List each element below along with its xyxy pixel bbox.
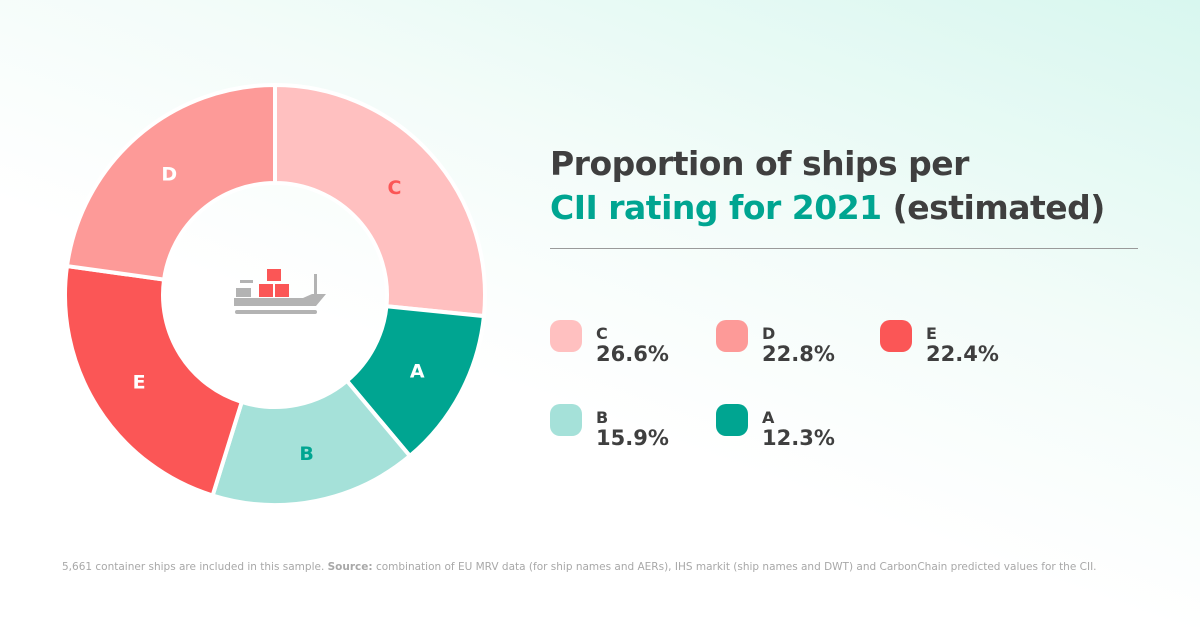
legend-swatch [550,404,582,436]
legend-label: C [596,324,608,343]
footnote-note: 5,661 container ships are included in th… [62,561,328,573]
legend-swatch [716,320,748,352]
slice-label-a: A [410,360,425,382]
footnote: 5,661 container ships are included in th… [62,561,1097,573]
legend-item-d: D 22.8% [716,320,876,380]
legend-label: B [596,408,609,427]
slice-label-b: B [299,443,313,465]
slice-d [64,82,277,282]
title-rest: (estimated) [881,188,1106,227]
legend-label: A [762,408,775,427]
slice-e [63,263,245,499]
slice-label-d: D [161,164,177,186]
source-text: combination of EU MRV data (for ship nam… [372,561,1097,573]
chart-title: Proportion of ships per CII rating for 2… [550,142,1105,230]
legend-item-e: E 22.4% [880,320,1040,380]
legend-value: 26.6% [596,342,669,366]
legend-swatch [880,320,912,352]
legend-swatch [550,320,582,352]
legend-item-a: A 12.3% [716,404,876,464]
legend-value: 22.4% [926,342,999,366]
legend-value: 12.3% [762,426,835,450]
legend-label: D [762,324,776,343]
legend-value: 15.9% [596,426,669,450]
legend-item-b: B 15.9% [550,404,710,464]
title-line-1: Proportion of ships per [550,144,969,183]
divider [550,248,1138,249]
donut-chart: C A B E D [63,82,487,507]
legend-swatch [716,404,748,436]
legend-label: E [926,324,937,343]
slice-c [273,82,487,319]
slice-label-e: E [133,371,146,393]
source-label: Source: [327,561,373,573]
slice-label-c: C [387,177,401,199]
legend-value: 22.8% [762,342,835,366]
legend-item-c: C 26.6% [550,320,710,380]
title-highlight: CII rating for 2021 [550,188,882,227]
slice-b [210,378,413,507]
container-ship-icon [234,269,326,314]
